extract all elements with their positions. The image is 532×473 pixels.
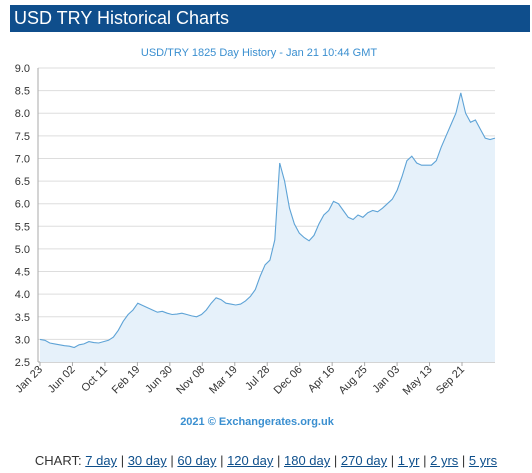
y-tick-label: 4.0	[15, 289, 30, 301]
x-tick-label: Dec 06	[272, 364, 305, 397]
x-tick-label: Jun 02	[46, 364, 78, 396]
chart-range-link[interactable]: 5 yrs	[468, 453, 498, 468]
y-tick-label: 4.5	[15, 267, 30, 279]
x-tick-label: Mar 19	[207, 364, 240, 397]
chart-range-nav: CHART: 7 day | 30 day | 60 day | 120 day…	[0, 453, 532, 468]
chart-range-link[interactable]: 7 day	[85, 453, 118, 468]
series-line	[39, 92, 496, 349]
link-separator: |	[390, 453, 395, 468]
link-separator: |	[423, 453, 427, 468]
chart-range-link[interactable]: 1 yr	[397, 453, 420, 468]
link-separator: |	[461, 453, 466, 468]
x-tick-label: Sep 21	[434, 364, 467, 397]
chart-range-link[interactable]: 60 day	[177, 453, 217, 468]
y-tick-label: 5.5	[15, 221, 30, 233]
chart-credit: 2021 © Exchangerates.org.uk	[180, 416, 335, 428]
link-separator: |	[120, 453, 125, 468]
y-tick-label: 5.0	[15, 244, 30, 256]
link-separator: |	[333, 453, 338, 468]
chart-range-link[interactable]: 120 day	[227, 453, 274, 468]
y-tick-label: 6.5	[15, 176, 30, 188]
x-axis: Jan 23 Jun 02 Oct 11 Feb 19 Jun 30 Nov 08 Mar …	[13, 361, 495, 398]
chart-range-label: CHART:	[34, 453, 82, 468]
x-tick-label: Aug 25	[337, 364, 370, 397]
y-tick-label: 8.5	[15, 86, 30, 98]
chart-range-link[interactable]: 30 day	[127, 453, 167, 468]
chart-title: USD/TRY 1825 Day History - Jan 21 10:44 …	[141, 47, 377, 59]
y-tick-label: 7.0	[15, 153, 30, 165]
y-tick-label: 3.0	[15, 334, 30, 346]
series-area	[40, 92, 495, 363]
y-tick-label: 7.5	[15, 131, 30, 143]
x-tick-label: Jul 28	[243, 364, 272, 393]
page-header: USD TRY Historical Charts	[10, 5, 530, 32]
link-separator: |	[276, 453, 281, 468]
x-tick-label: Oct 11	[79, 364, 110, 395]
x-tick-label: Jun 30	[143, 364, 175, 396]
x-tick-label: Nov 08	[174, 364, 207, 397]
x-tick-label: Feb 19	[110, 364, 143, 397]
chart-svg: USD/TRY 1825 Day History - Jan 21 10:44 …	[13, 47, 496, 428]
y-tick-label: 6.0	[15, 199, 30, 211]
y-axis: 9.0 8.5 8.0 7.5 7.0 6.5 6.0 5.5 5.0 4.5 4.0 3.5 3.0 2…	[15, 63, 39, 369]
page-title: USD TRY Historical Charts	[14, 8, 230, 28]
x-tick-label: Apr 16	[306, 364, 337, 395]
link-separator: |	[220, 453, 224, 468]
y-tick-label: 3.5	[15, 312, 30, 324]
y-tick-label: 8.0	[15, 108, 30, 120]
link-separator: |	[170, 453, 174, 468]
y-tick-label: 9.0	[15, 63, 30, 75]
y-tick-label: 2.5	[15, 357, 30, 369]
chart-range-link[interactable]: 180 day	[283, 453, 331, 468]
chart-range-links: 7 day | 30 day | 60 day | 120 day | 180 …	[85, 453, 497, 468]
chart-range-link[interactable]: 270 day	[340, 453, 388, 468]
x-tick-label: May 13	[401, 364, 435, 398]
history-chart: USD/TRY 1825 Day History - Jan 21 10:44 …	[0, 40, 532, 435]
chart-range-link[interactable]: 2 yrs	[430, 453, 459, 468]
x-tick-label: Jan 03	[370, 364, 402, 396]
